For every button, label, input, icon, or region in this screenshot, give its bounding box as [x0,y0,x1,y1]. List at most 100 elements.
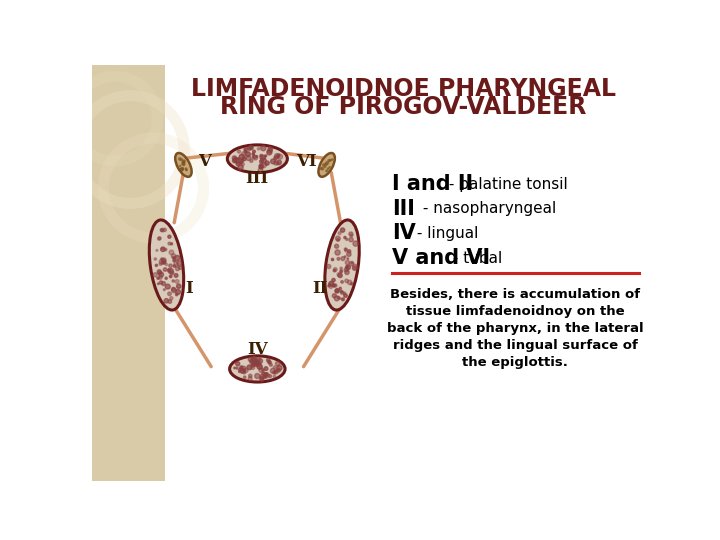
Circle shape [252,156,254,158]
Circle shape [161,228,163,232]
Circle shape [329,281,333,286]
Circle shape [233,159,237,163]
Ellipse shape [230,356,285,382]
Circle shape [171,271,174,275]
Circle shape [166,264,168,266]
Circle shape [265,164,267,165]
Circle shape [335,289,338,293]
Circle shape [246,152,251,157]
Circle shape [347,258,348,260]
Circle shape [340,267,342,269]
Circle shape [274,156,278,160]
Circle shape [344,237,346,239]
Circle shape [158,271,161,274]
Circle shape [344,248,347,251]
Circle shape [341,291,343,293]
Circle shape [173,259,176,262]
Circle shape [173,256,175,259]
Circle shape [336,236,341,241]
Circle shape [255,361,261,366]
Circle shape [350,234,353,237]
Circle shape [341,291,343,294]
Circle shape [343,294,347,298]
Circle shape [182,162,184,165]
Ellipse shape [228,145,287,173]
Circle shape [260,155,265,160]
Circle shape [161,247,165,252]
Circle shape [162,260,166,264]
Circle shape [339,298,341,299]
Text: tissue limfadenoidnoy on the: tissue limfadenoidnoy on the [406,305,625,318]
Circle shape [261,369,264,372]
Circle shape [161,258,163,260]
Circle shape [334,284,337,287]
Text: - lingual: - lingual [412,226,479,241]
Circle shape [276,361,280,366]
Circle shape [250,362,252,364]
Circle shape [242,157,246,161]
Circle shape [268,148,272,152]
Circle shape [276,368,280,372]
Circle shape [345,279,348,282]
Text: III: III [246,170,269,187]
Circle shape [181,168,184,171]
Circle shape [238,369,240,371]
Circle shape [340,270,343,273]
Circle shape [326,161,328,164]
Circle shape [257,147,260,150]
Circle shape [250,159,253,163]
Circle shape [165,277,167,279]
Circle shape [240,366,243,368]
Circle shape [333,294,336,298]
Circle shape [174,265,176,267]
Circle shape [353,264,357,269]
Circle shape [338,273,342,278]
Circle shape [269,375,271,377]
Circle shape [329,285,333,288]
Circle shape [325,170,328,172]
Circle shape [238,165,243,170]
Circle shape [158,237,161,240]
Circle shape [331,258,333,261]
Circle shape [238,371,240,373]
Circle shape [250,360,253,363]
Circle shape [168,292,171,295]
Circle shape [332,279,336,282]
Circle shape [164,248,167,251]
Circle shape [166,284,170,289]
Circle shape [236,162,240,166]
Circle shape [234,367,235,369]
Circle shape [345,270,349,274]
Circle shape [159,276,162,279]
Circle shape [276,365,282,370]
Circle shape [337,239,339,241]
Circle shape [168,264,172,267]
Circle shape [171,243,173,245]
Circle shape [346,265,351,270]
Circle shape [258,359,263,363]
Circle shape [274,370,276,373]
Circle shape [264,367,268,370]
Circle shape [337,258,340,260]
Circle shape [328,284,331,286]
Circle shape [332,284,336,287]
Circle shape [182,163,185,166]
Circle shape [333,269,336,272]
Circle shape [170,296,173,300]
Circle shape [159,262,162,265]
Text: IV: IV [392,224,416,244]
Circle shape [185,168,187,170]
Circle shape [162,248,163,249]
Circle shape [259,166,261,168]
Circle shape [346,266,348,268]
Text: I: I [186,280,194,296]
Circle shape [328,168,329,170]
Ellipse shape [149,220,184,310]
Circle shape [330,159,331,161]
Circle shape [265,161,269,165]
Circle shape [239,154,244,159]
Circle shape [256,156,258,157]
Circle shape [248,374,252,377]
Circle shape [277,163,279,165]
Circle shape [158,283,159,285]
